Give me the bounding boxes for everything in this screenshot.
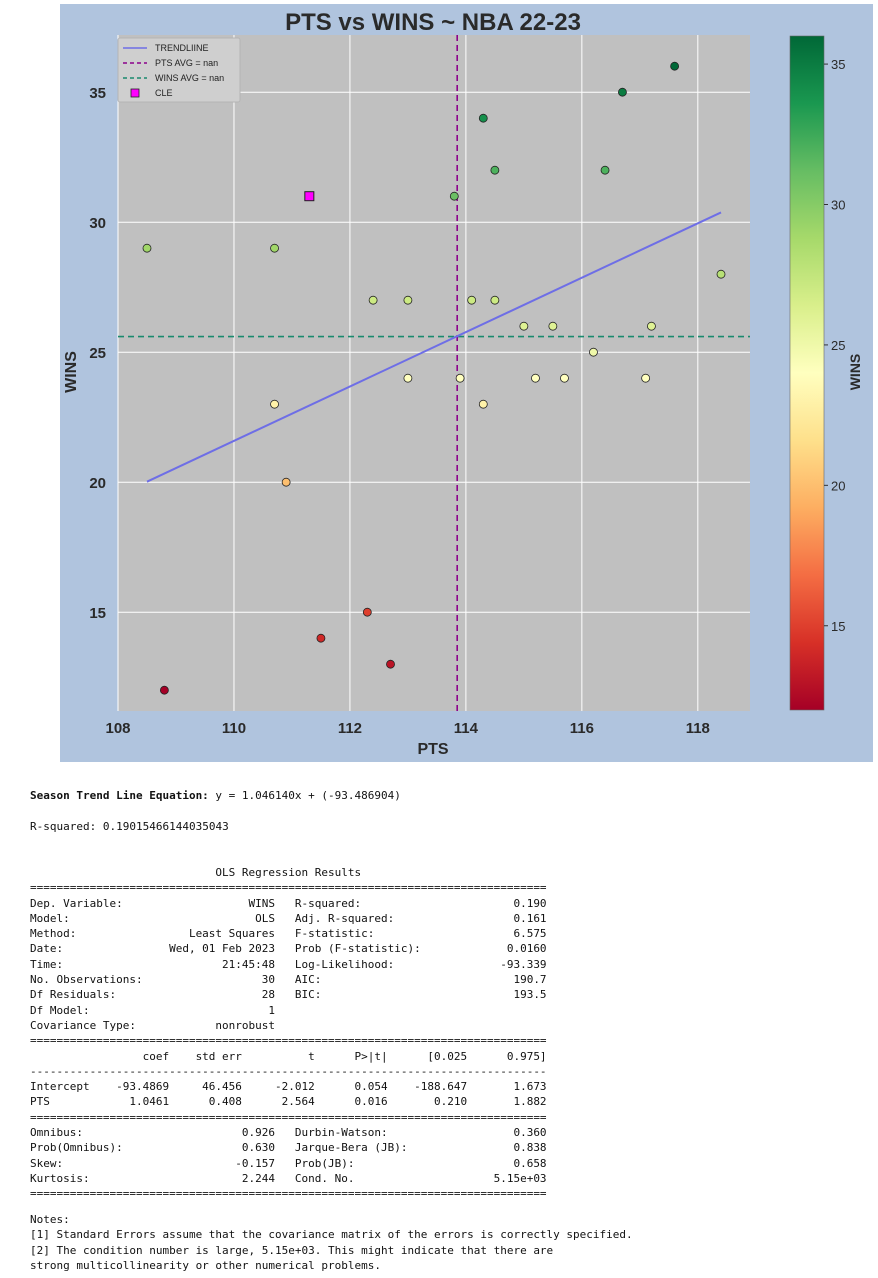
data-point [455,373,465,383]
data-point [490,165,500,175]
y-axis-label: WINS [63,351,80,393]
cle-highlight-marker [304,191,315,202]
data-point [316,633,326,643]
colorbar: 15 20 25 30 35 WINS [789,35,863,711]
equation-value: y = 1.046140x + (-93.486904) [208,789,401,802]
x-tick-label: 108 [105,720,130,737]
legend-box [117,37,241,103]
chart-legend: TRENDLIINE PTS AVG = nan WINS AVG = nan CLE [117,37,241,103]
data-point [490,295,500,305]
x-axis-label: PTS [417,741,448,758]
y-tick-label: 35 [89,85,106,102]
data-point [142,243,152,253]
trendline [146,211,722,483]
grid-lines [117,35,750,711]
x-tick-label: 112 [338,720,362,737]
data-point [270,399,279,409]
legend-swatch [130,88,140,98]
x-tick-label: 110 [222,720,246,737]
reference-lines [118,35,750,711]
data-point [670,61,680,71]
equation-label: Season Trend Line Equation: [30,789,209,802]
data-point [368,295,378,305]
data-point [478,399,488,409]
legend-entry: WINS AVG = nan [155,73,224,83]
data-point [478,113,488,123]
data-point [589,347,598,357]
data-point [281,477,291,487]
data-point [548,321,558,331]
r-squared-value: 0.19015466144035043 [96,820,229,833]
y-tick-label: 20 [89,475,106,492]
colorbar-label: WINS [847,354,863,391]
y-tick-label: 15 [89,605,106,622]
colorbar-tick-label: 15 [831,619,845,634]
colorbar-tick-label: 30 [831,198,845,213]
data-point [716,269,726,279]
trend-line-equation: Season Trend Line Equation: y = 1.046140… [30,789,401,802]
plot-area [118,35,750,711]
colorbar-tick-label: 20 [831,478,845,493]
data-points [142,61,726,695]
chart-title: PTS vs WINS ~ NBA 22-23 [285,9,581,36]
legend-entry: TRENDLIINE [155,43,209,53]
legend-entry: PTS AVG = nan [155,58,218,68]
data-point [362,607,372,617]
ols-regression-summary: OLS Regression Results =================… [30,866,547,1201]
x-tick-label: 116 [570,720,594,737]
y-tick-labels: 15 20 25 30 35 [89,85,106,622]
colorbar-tick-label: 25 [831,338,845,353]
colorbar-tick-label: 35 [831,57,845,72]
data-point [600,165,610,175]
colorbar-gradient [789,35,825,711]
data-point [403,295,413,305]
data-point [386,659,395,669]
data-point [647,321,656,331]
x-tick-label: 114 [454,720,479,737]
data-point [519,321,529,331]
data-point [270,243,279,253]
x-tick-label: 118 [686,720,710,737]
data-point [531,373,540,383]
x-tick-labels: 108 110 112 114 116 118 [105,720,709,737]
y-tick-label: 25 [89,345,106,362]
data-point [159,685,169,695]
data-point [403,373,413,383]
data-point [560,373,569,383]
r-squared-line: R-squared: 0.19015466144035043 [30,820,229,833]
data-point [467,295,477,305]
r-squared-label: R-squared: [30,820,97,833]
regression-notes: Notes: [1] Standard Errors assume that t… [30,1213,633,1272]
data-point [641,373,651,383]
data-point [449,191,459,201]
y-tick-label: 30 [89,215,106,232]
data-point [618,87,627,97]
legend-entry: CLE [155,88,173,98]
scatter-chart-figure: PTS vs WINS ~ NBA 22-23 108 110 112 114 116 1… [60,4,873,762]
